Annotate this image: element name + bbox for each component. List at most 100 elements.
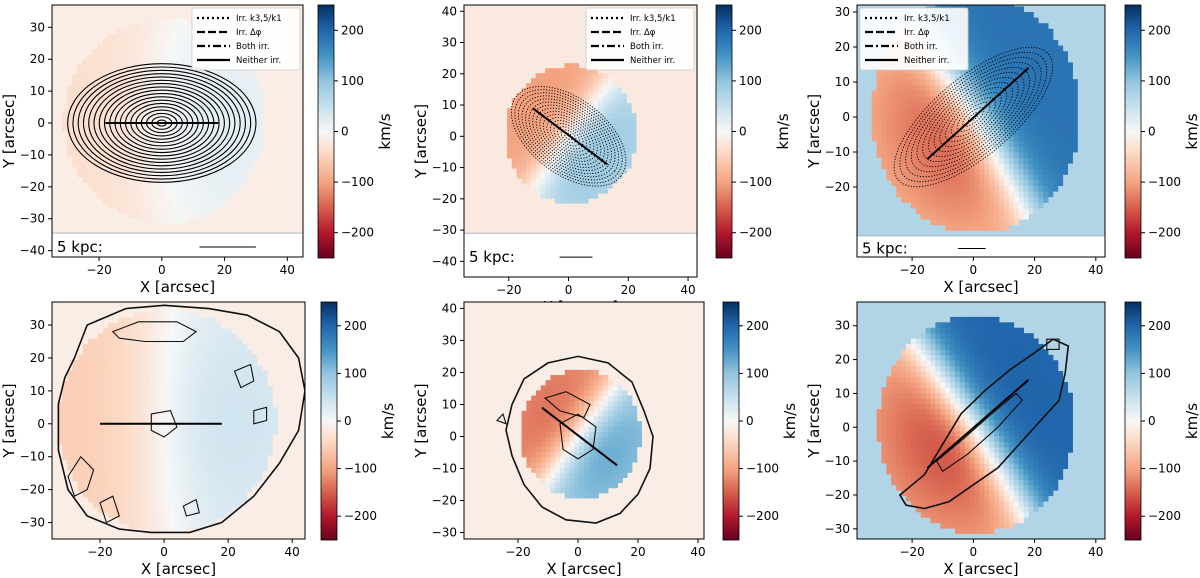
- y-tick-label: −30: [825, 522, 850, 536]
- y-tick-label: 10: [442, 98, 457, 112]
- axes-frame: [856, 301, 1106, 540]
- colorbar-tick-label: −200: [739, 226, 772, 240]
- x-axis-label: X [arcsec]: [943, 560, 1018, 578]
- inner-contour: [67, 455, 95, 497]
- colorbar-label: km/s: [1183, 403, 1200, 439]
- colorbar-tick-label: 0: [341, 125, 349, 139]
- legend-label: Irr. Δφ: [236, 28, 262, 38]
- axes-frame: [51, 4, 304, 258]
- ellipse: [88, 76, 236, 170]
- y-tick-label: 20: [30, 351, 45, 365]
- colorbar-label: km/s: [376, 113, 394, 149]
- ellipse: [893, 46, 1053, 188]
- ellipse: [93, 79, 231, 167]
- x-tick-label: 20: [621, 283, 636, 297]
- x-tick-label: 0: [970, 263, 978, 277]
- legend-label: Irr. k3,5/k1: [630, 14, 676, 24]
- colorbar-tick-label: −100: [344, 462, 377, 476]
- inner-contour: [150, 409, 178, 438]
- x-tick-label: 0: [574, 545, 582, 559]
- outer-contour: [57, 304, 305, 534]
- y-tick-label: −20: [432, 494, 457, 508]
- plot-area: [52, 302, 305, 539]
- colorbar: −200 −100 0 100 200 km/s: [317, 4, 394, 259]
- ellipse: [910, 61, 1036, 173]
- colorbar: −200 −100 0 100 200 km/s: [1124, 301, 1200, 541]
- legend-box: [585, 7, 695, 71]
- y-tick-label: 30: [30, 318, 45, 332]
- scale-bar-label: 5 kpc:: [862, 240, 908, 258]
- y-axis-label: Y [arcsec]: [805, 383, 823, 458]
- ellipse: [927, 76, 1019, 158]
- colorbar-label: km/s: [1183, 113, 1200, 149]
- colorbar-tick-label: −200: [341, 226, 374, 240]
- empty-region: [464, 233, 697, 277]
- x-tick-label: −20: [899, 545, 924, 559]
- y-tick-label: −10: [20, 148, 45, 162]
- x-tick-label: 40: [1088, 263, 1103, 277]
- velocity-map: [521, 369, 642, 499]
- y-tick-label: 0: [37, 417, 45, 431]
- colorbar-tick-label: 200: [344, 319, 367, 333]
- ellipse: [72, 66, 252, 180]
- colorbar-tick-label: 200: [1148, 23, 1171, 37]
- y-tick-label: 0: [842, 110, 850, 124]
- x-tick-label: 20: [217, 263, 232, 277]
- y-tick-label: 0: [449, 129, 457, 143]
- y-tick-label: −30: [432, 526, 457, 540]
- colorbar-label: km/s: [774, 113, 792, 149]
- kinematic-axis-line: [926, 379, 1030, 469]
- colorbar: −200 −100 0 100 200 km/s: [320, 301, 397, 541]
- y-axis-label: Y [arcsec]: [805, 94, 823, 169]
- kinematic-axis-line: [541, 406, 618, 467]
- x-tick-label: 0: [158, 263, 166, 277]
- ellipse: [899, 51, 1048, 183]
- colorbar-tick-label: −200: [1148, 226, 1181, 240]
- colorbar-tick-label: −100: [1148, 462, 1181, 476]
- legend-label: Irr. Δφ: [904, 28, 930, 38]
- colorbar-tick-label: 0: [344, 414, 352, 428]
- colorbar-tick-label: 200: [739, 23, 762, 37]
- y-tick-label: 0: [449, 430, 457, 444]
- legend-label: Both irr.: [630, 42, 664, 52]
- legend-label: Irr. Δφ: [630, 28, 656, 38]
- colorbar-tick-label: 100: [739, 74, 762, 88]
- x-tick-label: 0: [160, 545, 168, 559]
- colorbar-label: km/s: [781, 403, 799, 439]
- ellipse: [67, 63, 257, 183]
- y-tick-label: 20: [835, 40, 850, 54]
- velocity-map: [871, 5, 1078, 231]
- empty-region: [857, 236, 1105, 257]
- plot-area: [857, 5, 1105, 257]
- colorbar-tick-label: −100: [739, 175, 772, 189]
- colorbar-label: km/s: [379, 403, 397, 439]
- ellipse: [916, 66, 1031, 168]
- inner-contour: [559, 413, 597, 460]
- axes-frame: [463, 4, 698, 278]
- x-tick-label: 40: [690, 545, 705, 559]
- x-axis-label: X [arcsec]: [546, 560, 621, 578]
- legend-label: Both irr.: [236, 42, 270, 52]
- x-axis-label: X [arcsec]: [141, 560, 216, 578]
- y-tick-label: 30: [30, 20, 45, 34]
- y-tick-label: −20: [825, 180, 850, 194]
- colorbar-tick-label: −100: [341, 175, 374, 189]
- legend: Irr. k3,5/k1 Irr. Δφ Both irr. Neither irr.: [585, 7, 695, 71]
- legend-label: Irr. k3,5/k1: [236, 14, 282, 24]
- x-tick-label: −20: [86, 263, 111, 277]
- y-tick-label: 10: [835, 386, 850, 400]
- legend-label: Neither irr.: [904, 56, 949, 66]
- x-tick-label: 20: [220, 545, 235, 559]
- y-tick-label: −20: [20, 483, 45, 497]
- x-tick-label: 20: [1027, 263, 1042, 277]
- colorbar-tick-label: −200: [344, 509, 377, 523]
- y-tick-label: −40: [432, 254, 457, 268]
- y-tick-label: 10: [442, 397, 457, 411]
- ellipse: [967, 112, 979, 122]
